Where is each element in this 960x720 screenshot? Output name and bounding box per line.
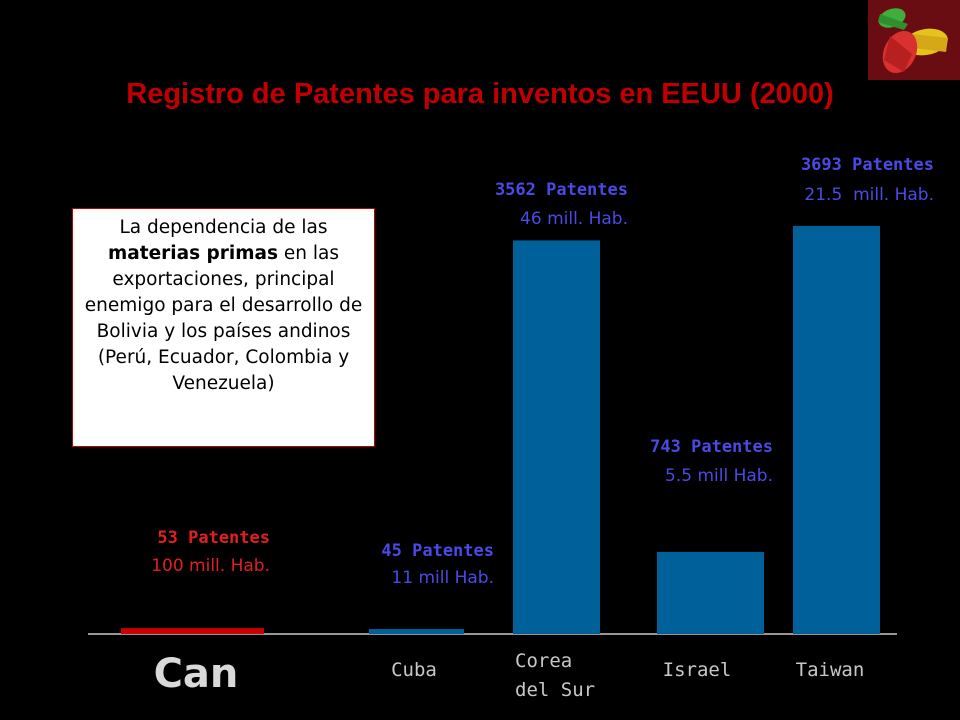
bar-corea-del-sur	[513, 240, 600, 635]
category-label: Israel	[663, 659, 732, 681]
bar-taiwan	[793, 225, 880, 634]
data-label-population: 46 mill. Hab.	[520, 209, 628, 229]
hands-icon	[878, 8, 948, 74]
category-label: Corea del Sur	[515, 650, 595, 701]
data-label-population: 5.5 mill Hab.	[665, 466, 773, 486]
data-label-patents: 3562 Patentes	[495, 180, 628, 200]
bar-can	[121, 628, 264, 634]
note-line2: en las exportaciones,	[112, 243, 340, 290]
data-label-population: 11 mill Hab.	[391, 568, 494, 588]
category-label: Taiwan	[796, 659, 865, 681]
note-bold: materias primas	[107, 243, 279, 264]
data-label-patents: 743 Patentes	[650, 437, 773, 457]
data-label-population: 100 mill. Hab.	[151, 556, 270, 576]
bar-israel	[657, 551, 764, 634]
data-label-patents: 3693 Patentes	[801, 155, 934, 175]
bar-cuba	[369, 629, 464, 634]
note-line1: La dependencia de las	[119, 217, 328, 238]
note-box: La dependencia de las materias primas en…	[72, 208, 375, 447]
data-label-patents: 45 Patentes	[381, 541, 494, 561]
note-line3: principal enemigo para el desarrollo de …	[84, 269, 363, 394]
category-label: Can	[154, 651, 239, 697]
data-label-patents: 53 Patentes	[157, 528, 270, 548]
logo	[868, 0, 960, 80]
data-label-population: 21.5 mill. Hab.	[804, 185, 934, 205]
category-label: Cuba	[391, 659, 437, 681]
chart-title: Registro de Patentes para inventos en EE…	[126, 78, 834, 110]
